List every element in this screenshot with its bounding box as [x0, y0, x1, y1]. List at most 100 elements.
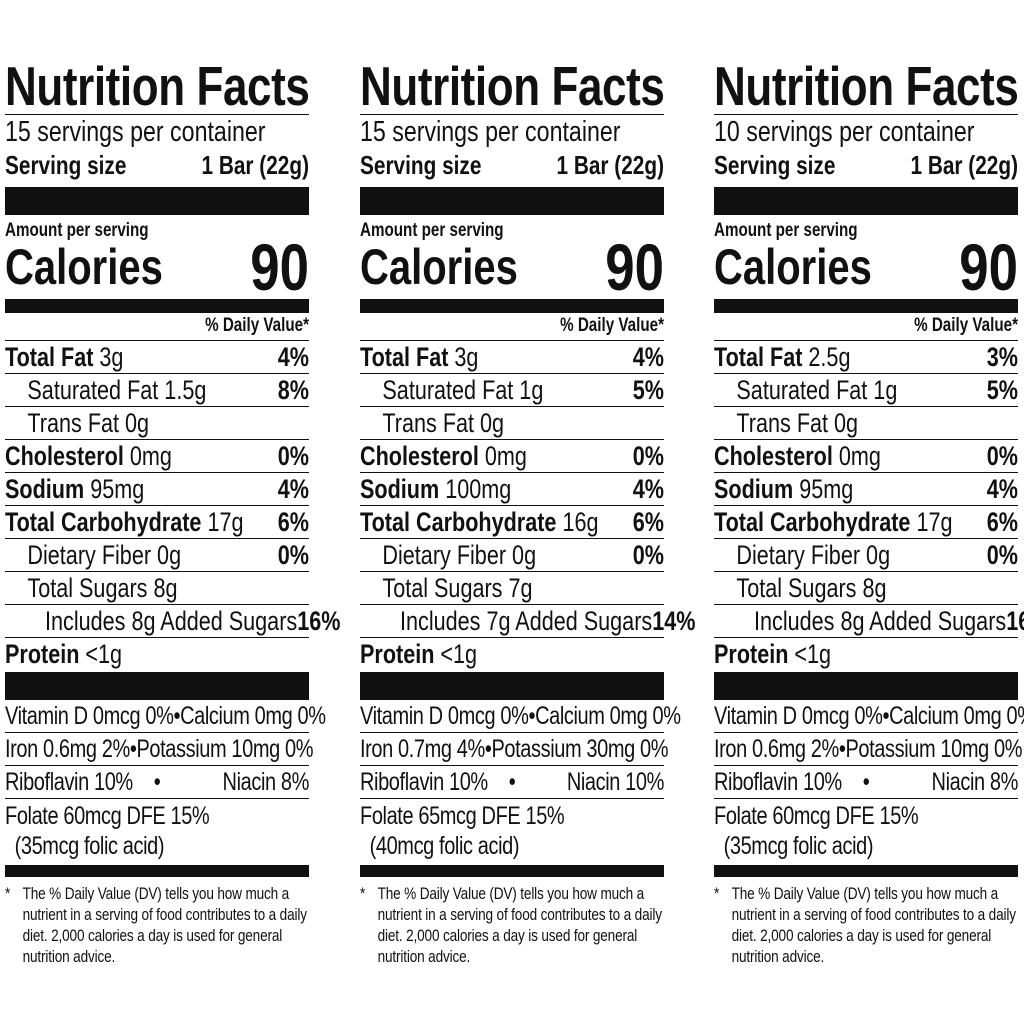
nutrient-name: Total Carbohydrate [360, 506, 557, 537]
nutrient-row: Saturated Fat 1g 5% [360, 374, 664, 407]
nutrient-row: Protein <1g [714, 638, 1018, 670]
nutrient-label: Dietary Fiber 0g [714, 540, 890, 571]
nutrient-name: Total Sugars [382, 572, 503, 603]
vitamin-left: Riboflavin 10% [5, 767, 133, 796]
nutrient-label: Total Fat 2.5g [714, 342, 850, 373]
calories-value: 90 [250, 230, 309, 304]
folate-info: Folate 65mcg DFE 15% (40mcg folic acid) [360, 799, 664, 863]
servings-per-container: 15 servings per container [5, 114, 309, 149]
nutrient-row: Sodium 95mg 4% [714, 473, 1018, 506]
nutrient-label: Trans Fat 0g [360, 408, 504, 439]
calories-row: Calories 90 [714, 230, 1018, 304]
nutrient-amount: 0mg [129, 440, 172, 471]
nutrient-name: Saturated Fat [736, 374, 868, 405]
thick-divider [5, 672, 309, 700]
vitamin-row: Iron 0.6mg 2% • Potassium 10mg 0% [714, 733, 1023, 766]
vitamin-left: Iron 0.6mg 2% [714, 734, 839, 763]
nutrient-row: Cholesterol 0mg 0% [714, 440, 1018, 473]
calories-value: 90 [959, 230, 1018, 304]
thick-divider [714, 187, 1018, 215]
nutrient-amount: 0mg [484, 440, 527, 471]
vitamin-row: Iron 0.7mg 4% • Potassium 30mg 0% [360, 733, 669, 766]
nutrient-label: Total Carbohydrate 17g [714, 507, 952, 538]
nutrient-label: Sodium 95mg [5, 474, 144, 505]
nutrient-name: Trans Fat [27, 407, 120, 438]
amount-per-serving: Amount per serving [714, 220, 858, 241]
nutrient-name: Total Carbohydrate [5, 506, 202, 537]
nutrient-name: Total Fat [5, 341, 94, 372]
nutrient-name: Cholesterol [714, 440, 833, 471]
vitamin-left: Riboflavin 10% [714, 767, 842, 796]
vitamin-row: Vitamin D 0mcg 0% • Calcium 0mg 0% [714, 700, 1024, 733]
nutrient-amount: 1g [519, 374, 544, 405]
nutrient-amount: 0g [866, 539, 891, 570]
nutrient-row: Total Carbohydrate 17g 6% [5, 506, 309, 539]
nutrient-row: Dietary Fiber 0g 0% [360, 539, 664, 572]
footnote-asterisk: * [360, 884, 366, 903]
amount-per-serving: Amount per serving [360, 220, 504, 241]
nutrient-row: Protein <1g [5, 638, 309, 670]
daily-value-header: % Daily Value* [5, 313, 309, 341]
panel-title: Nutrition Facts [714, 55, 1019, 117]
nutrient-daily-value: 14% [652, 605, 696, 636]
nutrient-amount: 0g [157, 539, 182, 570]
nutrient-amount: <1g [85, 638, 123, 669]
medium-divider [714, 299, 1018, 313]
bullet-separator: • [173, 701, 181, 730]
thin-bar-divider [5, 865, 309, 877]
nutrient-daily-value: 3% [986, 341, 1018, 372]
nutrient-name: Total Fat [360, 341, 449, 372]
nutrient-row: Cholesterol 0mg 0% [5, 440, 309, 473]
nutrient-daily-value: 0% [277, 539, 309, 570]
nutrient-name: Protein [714, 638, 789, 669]
nutrient-amount: 2.5g [808, 341, 851, 372]
nutrient-name: Cholesterol [5, 440, 124, 471]
nutrient-row: Includes 8g Added Sugars 16% [5, 605, 340, 638]
nutrient-amount: 0g [834, 407, 859, 438]
nutrient-name: Total Sugars [736, 572, 857, 603]
nutrient-row: Total Carbohydrate 16g 6% [360, 506, 664, 539]
nutrient-name: Sodium [714, 473, 794, 504]
nutrient-label: Includes 7g Added Sugars [360, 606, 652, 637]
bullet-separator: • [838, 734, 846, 763]
nutrient-name: Dietary Fiber [27, 539, 152, 570]
serving-size-value: 1 Bar (22g) [910, 150, 1018, 180]
nutrient-label: Protein <1g [360, 639, 477, 670]
nutrient-label: Total Sugars 8g [714, 572, 887, 604]
nutrient-daily-value: 0% [277, 440, 309, 471]
folate: Folate 60mcg DFE 15% [5, 802, 210, 830]
nutrient-label: Cholesterol 0mg [360, 441, 527, 472]
nutrient-daily-value: 4% [986, 473, 1018, 504]
calories-label: Calories [714, 239, 872, 295]
bullet-separator: • [153, 767, 161, 796]
footnote-asterisk: * [714, 884, 720, 903]
nutrient-label: Total Carbohydrate 16g [360, 507, 598, 538]
nutrient-name: Dietary Fiber [382, 539, 507, 570]
nutrient-daily-value: 0% [986, 539, 1018, 570]
panel-title: Nutrition Facts [5, 55, 310, 117]
folate-info: Folate 60mcg DFE 15% (35mcg folic acid) [714, 799, 1018, 863]
thin-bar-divider [714, 865, 1018, 877]
bullet-separator: • [484, 734, 492, 763]
nutrient-label: Total Carbohydrate 17g [5, 507, 243, 538]
nutrient-row: Total Sugars 7g [360, 572, 664, 605]
nutrient-name: Protein [5, 638, 80, 669]
nutrient-amount: 8g [862, 572, 887, 603]
serving-size-value: 1 Bar (22g) [201, 150, 309, 180]
nutrient-amount: 0g [125, 407, 150, 438]
nutrient-name: Cholesterol [360, 440, 479, 471]
nutrient-amount: 8g [153, 572, 178, 603]
nutrient-label: Total Sugars 8g [5, 572, 178, 604]
nutrient-label: Cholesterol 0mg [5, 441, 172, 472]
nutrient-row: Sodium 95mg 4% [5, 473, 309, 506]
calories-row: Calories 90 [5, 230, 309, 304]
nutrient-amount: 0mg [838, 440, 881, 471]
nutrient-row: Trans Fat 0g [5, 407, 309, 440]
nutrient-row: Trans Fat 0g [360, 407, 664, 440]
footnote-asterisk: * [5, 884, 11, 903]
panel-title: Nutrition Facts [360, 55, 665, 117]
nutrient-label: Dietary Fiber 0g [360, 540, 536, 571]
nutrient-daily-value: 16% [297, 605, 341, 636]
serving-size-row: Serving size 1 Bar (22g) [714, 149, 1018, 181]
nutrient-name: Total Carbohydrate [714, 506, 911, 537]
